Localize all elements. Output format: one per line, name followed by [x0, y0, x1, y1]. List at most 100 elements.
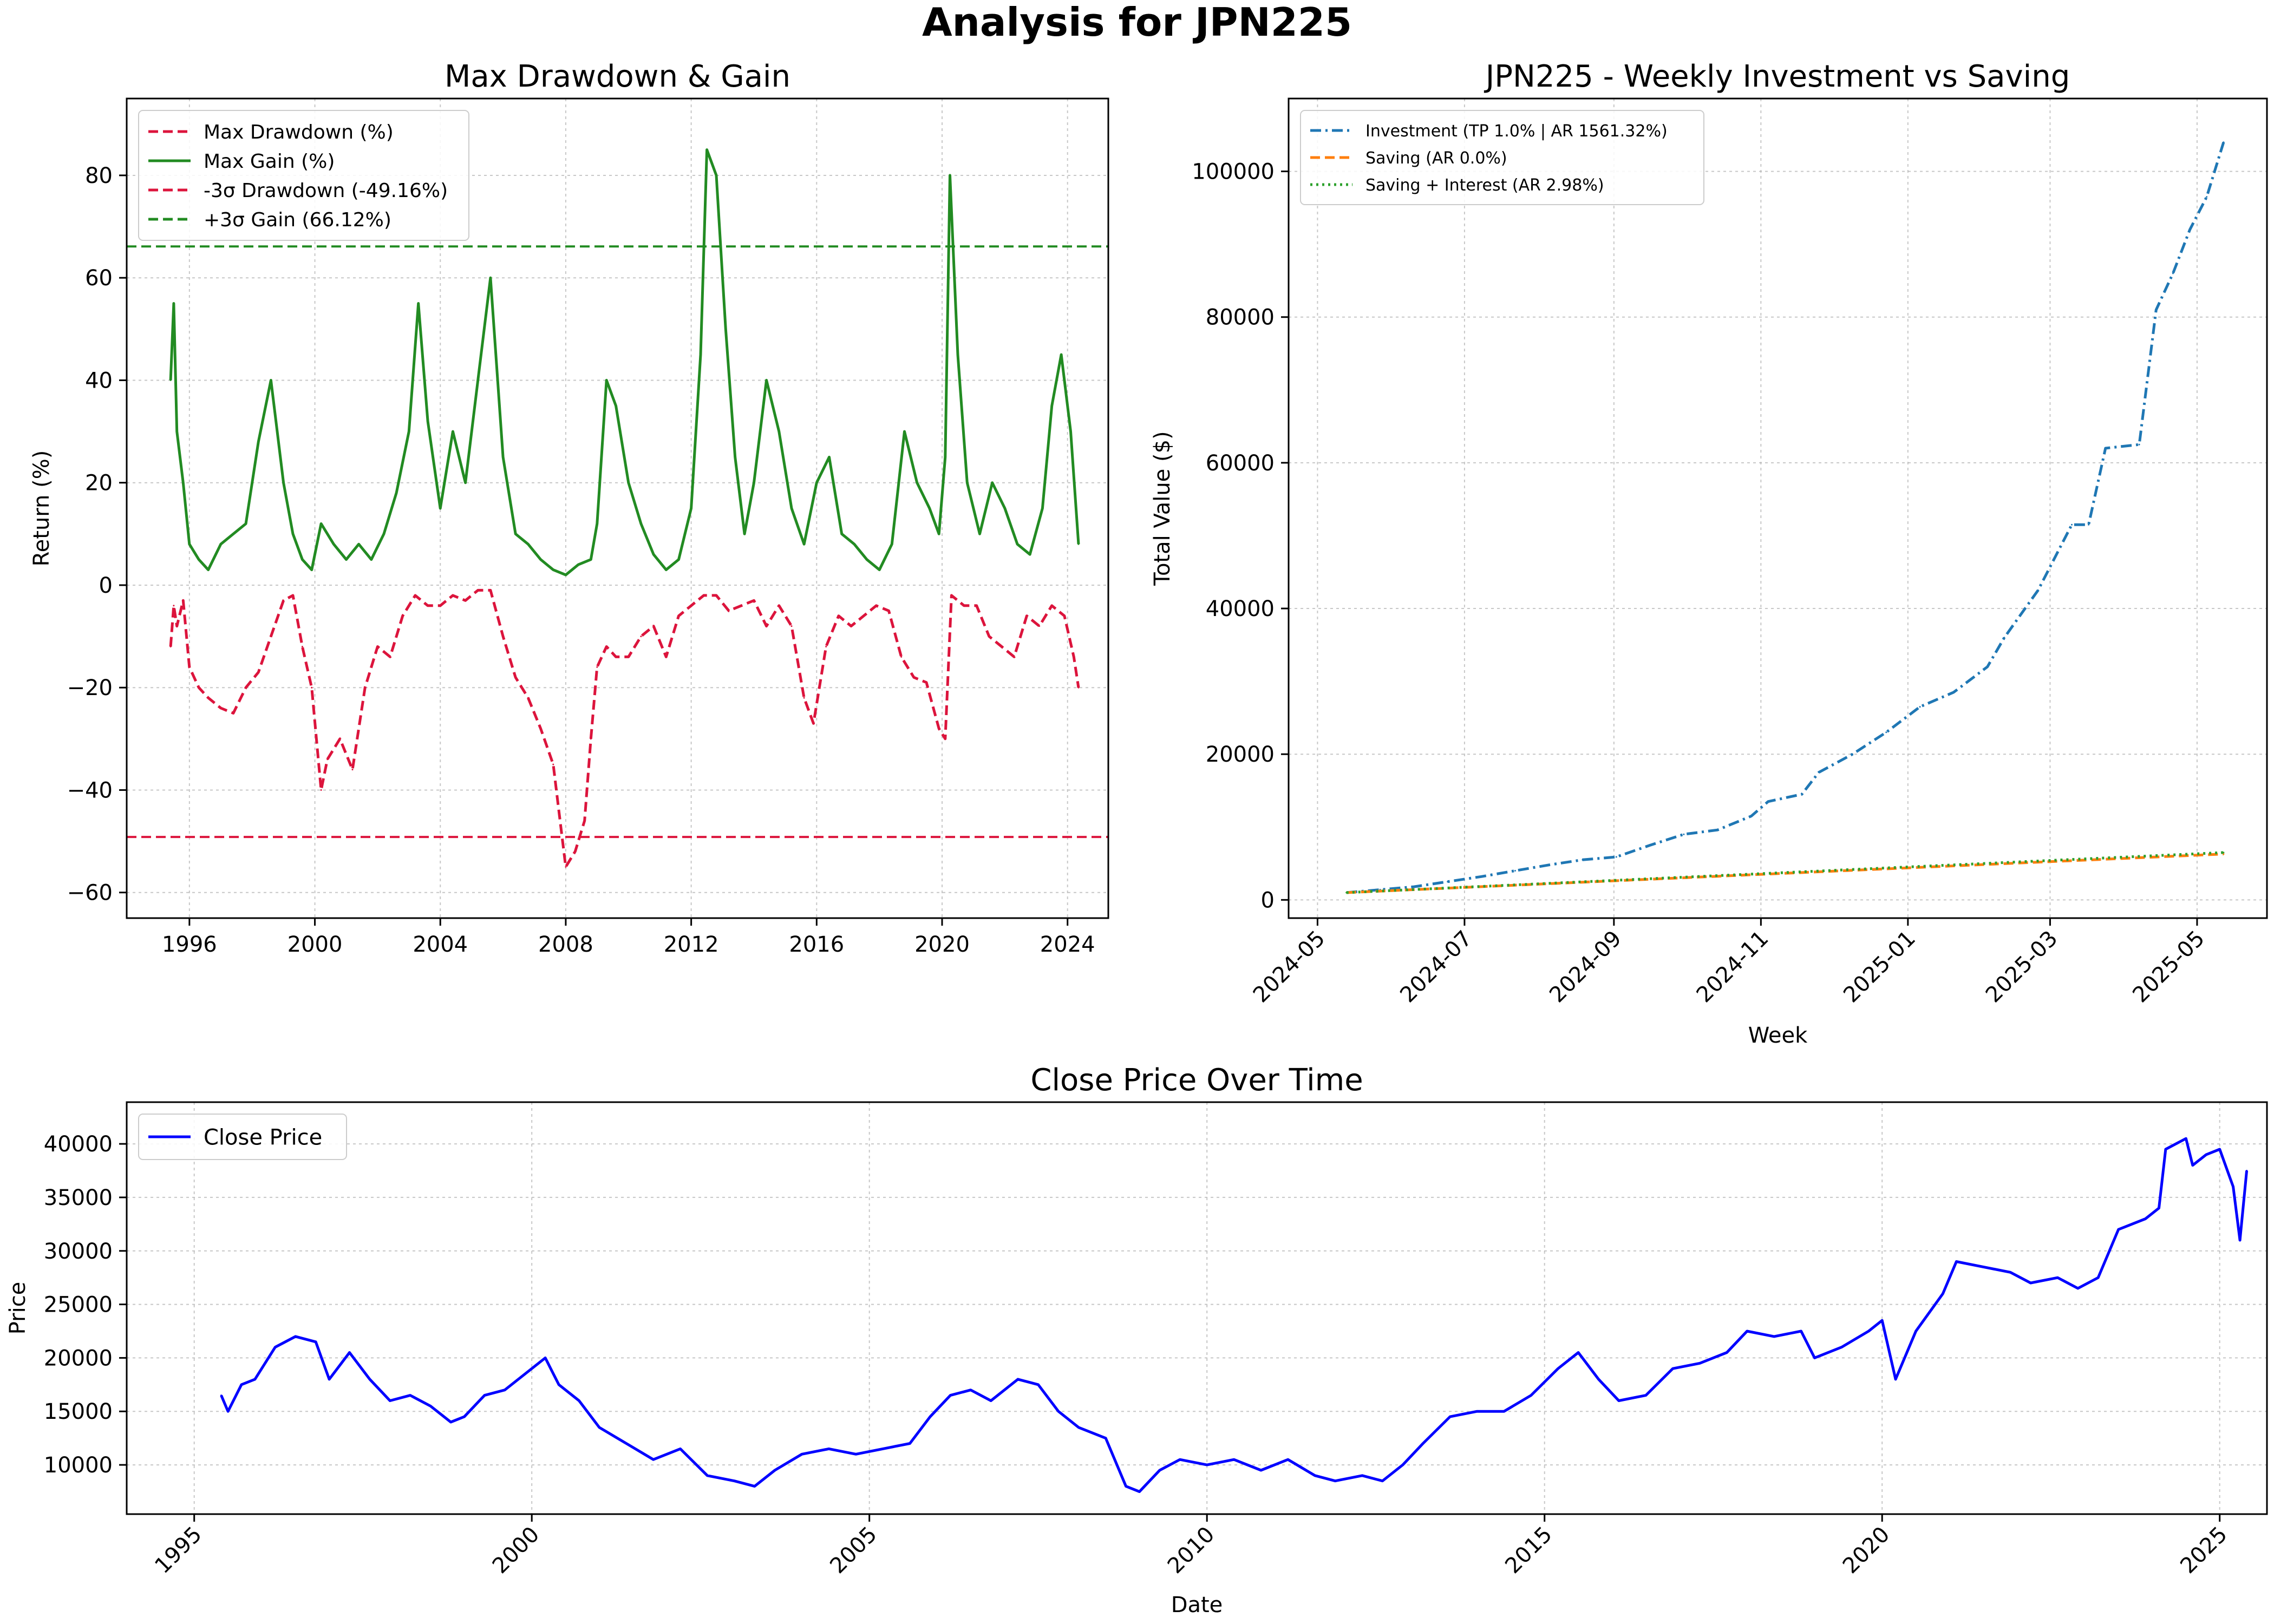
gridlines [127, 99, 1108, 918]
data-point [283, 482, 285, 484]
data-point [988, 636, 990, 638]
data-point [855, 1453, 857, 1455]
data-point [1915, 1330, 1917, 1332]
data-point [274, 1346, 276, 1348]
data-point [409, 1394, 411, 1397]
data-point [514, 533, 517, 535]
data-point [345, 559, 347, 561]
data-point [565, 866, 567, 868]
data-point [477, 379, 479, 381]
data-point [1514, 870, 1516, 872]
data-point [295, 1335, 297, 1338]
data-point [1672, 1367, 1674, 1370]
legend-box [1300, 110, 1704, 205]
data-point [970, 1389, 972, 1391]
data-point [2145, 1218, 2146, 1220]
data-point [176, 625, 178, 627]
chart-weekly_investment: 2024-05 2024-07 2024-09 2024-11 2025-01 2025-… [1150, 59, 2268, 1048]
data-point [1051, 605, 1053, 607]
x-tick-label: 2016 [789, 932, 844, 957]
data-point [383, 533, 385, 535]
data-point [292, 594, 294, 597]
data-point [364, 686, 366, 689]
data-point [188, 543, 191, 545]
data-point [2165, 1148, 2167, 1150]
data-point [1577, 1352, 1579, 1353]
data-point [315, 1341, 317, 1343]
legend-label: Max Drawdown (%) [204, 121, 394, 143]
data-point [1206, 1464, 1208, 1466]
data-point [558, 1384, 560, 1386]
data-point [1334, 1480, 1336, 1482]
data-point [678, 559, 679, 561]
data-point [2232, 1186, 2234, 1188]
data-point [740, 605, 742, 607]
data-point [2219, 1148, 2221, 1150]
data-point [690, 605, 692, 607]
data-point [1530, 1394, 1532, 1397]
y-tick-label: 60 [85, 266, 113, 291]
data-point [1801, 793, 1803, 795]
data-point [578, 1400, 580, 1402]
data-point [1840, 1346, 1842, 1348]
data-point [850, 625, 852, 627]
data-point [311, 686, 313, 689]
legend-label: +3σ Gain (66.12%) [204, 209, 391, 231]
data-point [1548, 864, 1550, 866]
legend-label: Close Price [204, 1125, 322, 1150]
data-point [1063, 615, 1066, 617]
data-point [502, 636, 504, 638]
data-point [715, 174, 717, 176]
data-point [558, 815, 560, 817]
data-point [734, 456, 736, 458]
data-point [679, 1448, 681, 1450]
data-point [245, 522, 247, 525]
y-tick-label: 0 [1261, 888, 1275, 913]
data-point [1645, 1394, 1647, 1397]
data-point [724, 328, 727, 330]
data-point [628, 482, 630, 484]
data-point [227, 1410, 229, 1412]
data-point [489, 589, 492, 591]
data-point [489, 277, 492, 279]
data-point [2037, 589, 2039, 591]
data-point [283, 599, 285, 601]
data-point [957, 353, 959, 356]
data-point [640, 636, 642, 638]
data-point [540, 559, 542, 561]
data-point [1982, 1266, 1984, 1268]
data-point [875, 605, 877, 607]
series-line [169, 588, 1080, 868]
data-point [1503, 1410, 1505, 1412]
legend-label: -3σ Drawdown (-49.16%) [204, 180, 448, 202]
y-tick-label: −40 [67, 778, 113, 803]
data-point [1025, 615, 1028, 617]
data-point [913, 676, 915, 678]
data-point [1814, 1357, 1815, 1359]
data-point [1073, 656, 1075, 658]
data-point [1894, 1378, 1897, 1380]
data-point [240, 1384, 243, 1386]
subplot-title: Max Drawdown & Gain [445, 59, 790, 94]
data-point [417, 303, 420, 304]
data-point [1557, 1367, 1559, 1370]
data-point [584, 820, 586, 822]
data-point [2206, 196, 2208, 198]
data-point [979, 533, 981, 535]
data-point [198, 686, 200, 689]
data-point [220, 1394, 223, 1397]
data-point [414, 594, 416, 597]
plot-frame [1288, 97, 2268, 919]
y-tick-label: 20 [85, 471, 113, 496]
data-point [402, 615, 404, 617]
data-point [1598, 1378, 1599, 1380]
data-point [270, 379, 272, 381]
data-point [652, 553, 655, 555]
data-point [351, 769, 354, 771]
data-point [1060, 353, 1062, 356]
data-point [427, 605, 429, 607]
data-point [1179, 1458, 1181, 1461]
data-point [778, 430, 780, 433]
data-point [1582, 859, 1584, 861]
